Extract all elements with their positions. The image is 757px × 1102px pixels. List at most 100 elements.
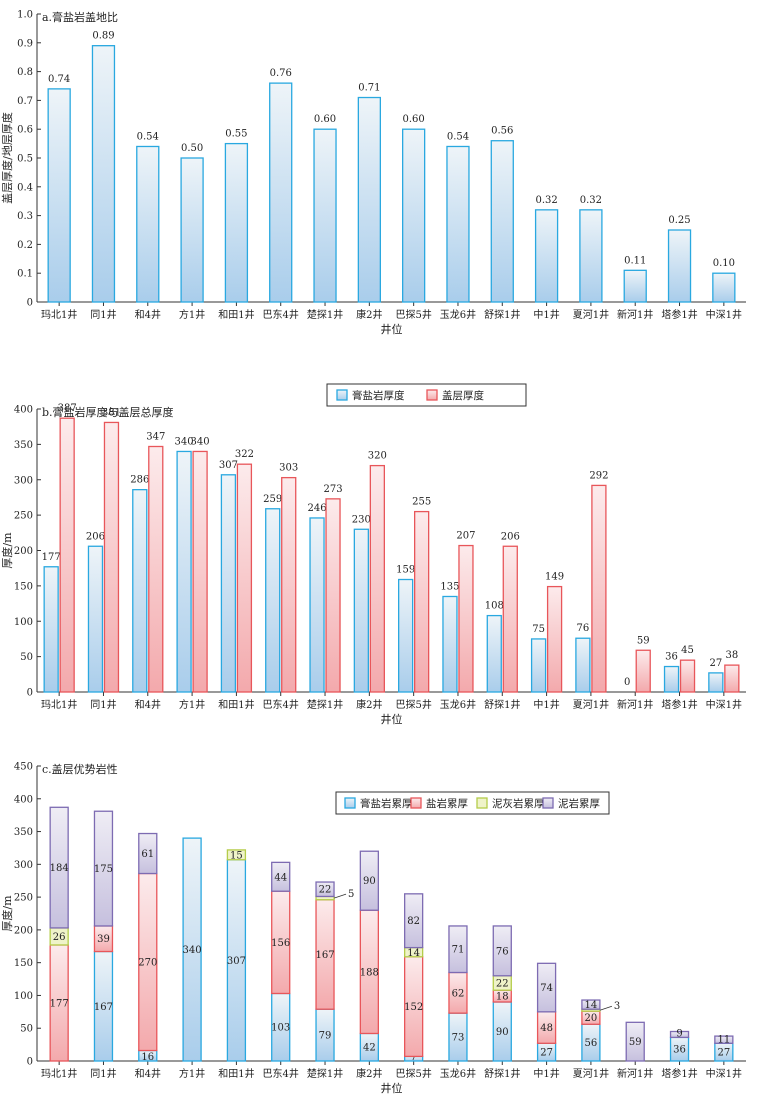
x-tick-label: 中深1井 bbox=[706, 1067, 742, 1080]
segment-label: 340 bbox=[183, 945, 202, 956]
bar bbox=[47, 88, 71, 303]
stacked-bar-segment bbox=[315, 881, 335, 898]
segment-label: 48 bbox=[540, 1023, 553, 1034]
data-label: 38 bbox=[725, 650, 738, 661]
segment-label: 27 bbox=[717, 1048, 730, 1059]
x-tick-label: 和4井 bbox=[135, 698, 161, 711]
stacked-bar-segment bbox=[581, 999, 601, 1010]
segment-label: 42 bbox=[363, 1043, 376, 1054]
x-tick-label: 方1井 bbox=[179, 698, 205, 711]
data-label: 149 bbox=[545, 572, 564, 583]
segment-label: 73 bbox=[452, 1033, 465, 1044]
segment-label: 11 bbox=[717, 1034, 730, 1045]
data-label: 347 bbox=[146, 431, 165, 442]
bar bbox=[402, 128, 426, 303]
bar bbox=[224, 142, 249, 303]
legend-swatch bbox=[542, 797, 554, 809]
bar bbox=[534, 209, 559, 303]
y-tick-label: 50 bbox=[20, 1024, 33, 1035]
x-tick-label: 中深1井 bbox=[706, 698, 742, 711]
y-tick-label: 0.1 bbox=[17, 269, 33, 280]
y-tick-label: 0.6 bbox=[17, 125, 33, 136]
bar bbox=[623, 269, 647, 303]
segment-label: 9 bbox=[676, 1028, 682, 1039]
x-tick-label: 新河1井 bbox=[617, 1067, 653, 1080]
x-tick-label: 和田1井 bbox=[218, 698, 254, 711]
y-tick-label: 0.9 bbox=[17, 38, 33, 49]
x-tick-label: 康2井 bbox=[356, 698, 382, 711]
segment-label: 82 bbox=[407, 916, 420, 927]
x-tick-label: 舒探1井 bbox=[484, 1067, 520, 1080]
segment-label: 59 bbox=[629, 1037, 642, 1048]
bar bbox=[236, 463, 253, 693]
data-label: 0.89 bbox=[92, 31, 114, 42]
x-tick-label: 玉龙6井 bbox=[440, 308, 476, 321]
x-tick-label: 中1井 bbox=[533, 308, 559, 321]
bar bbox=[667, 229, 692, 303]
x-tick-label: 夏河1井 bbox=[573, 1067, 609, 1080]
data-label: 206 bbox=[86, 531, 105, 542]
x-axis-label: 井位 bbox=[381, 322, 403, 336]
data-label: 45 bbox=[681, 645, 694, 656]
x-tick-label: 夏河1井 bbox=[573, 698, 609, 711]
bar bbox=[59, 417, 75, 693]
segment-label: 90 bbox=[496, 1027, 509, 1038]
segment-label: 270 bbox=[138, 958, 157, 969]
y-tick-label: 350 bbox=[14, 827, 33, 838]
x-tick-label: 中深1井 bbox=[706, 308, 742, 321]
data-label: 273 bbox=[323, 484, 342, 495]
x-tick-label: 楚探1井 bbox=[307, 308, 343, 321]
x-tick-label: 和4井 bbox=[135, 308, 161, 321]
legend-swatch bbox=[336, 389, 348, 401]
data-label: 159 bbox=[396, 565, 415, 576]
annotation-leader bbox=[599, 1005, 613, 1011]
y-tick-label: 450 bbox=[14, 762, 33, 773]
x-tick-label: 同1井 bbox=[90, 698, 116, 711]
y-tick-label: 300 bbox=[14, 860, 33, 871]
y-axis-label: 厚度/m bbox=[0, 895, 14, 932]
x-tick-label: 同1井 bbox=[90, 308, 116, 321]
legend-swatch bbox=[344, 797, 356, 809]
bar bbox=[708, 672, 724, 693]
bar bbox=[458, 544, 474, 693]
bar bbox=[357, 96, 381, 303]
x-tick-label: 楚探1井 bbox=[307, 1067, 343, 1080]
segment-label: 188 bbox=[360, 967, 379, 978]
annotation-label: 3 bbox=[614, 1001, 620, 1012]
x-tick-label: 巴东4井 bbox=[263, 1067, 299, 1080]
data-label: 76 bbox=[577, 623, 590, 634]
segment-label: 74 bbox=[540, 983, 553, 994]
bar bbox=[398, 578, 414, 693]
bar bbox=[43, 566, 59, 693]
x-tick-label: 玉龙6井 bbox=[440, 698, 476, 711]
x-tick-label: 塔参1井 bbox=[661, 308, 697, 321]
data-label: 0.71 bbox=[358, 83, 380, 94]
segment-label: 14 bbox=[585, 1000, 598, 1011]
bar bbox=[530, 638, 547, 693]
segment-label: 156 bbox=[271, 938, 290, 949]
bar bbox=[220, 474, 237, 693]
data-label: 0.25 bbox=[668, 215, 690, 226]
x-tick-label: 玉龙6井 bbox=[440, 1067, 476, 1080]
stacked-bar-segment bbox=[492, 925, 512, 977]
segment-label: 76 bbox=[496, 946, 509, 957]
segment-label: 26 bbox=[53, 932, 66, 943]
legend-swatch bbox=[426, 389, 438, 401]
y-tick-label: 150 bbox=[14, 581, 33, 592]
data-label: 36 bbox=[665, 652, 678, 663]
chart-c: 0 50 100 150 200 250 300 350 400 450 玛北1井 同1井 和4井 方1井… bbox=[0, 762, 746, 1095]
annotation-label: 5 bbox=[348, 889, 354, 900]
x-tick-label: 康2井 bbox=[356, 1067, 382, 1080]
bar bbox=[663, 665, 680, 693]
chart-title: c.盖层优势岩性 bbox=[42, 762, 118, 776]
segment-label: 44 bbox=[274, 872, 287, 883]
data-label: 27 bbox=[709, 658, 722, 669]
bar bbox=[269, 82, 293, 303]
x-tick-label: 夏河1井 bbox=[573, 308, 609, 321]
chart-a: 0 0.1 0.2 0.3 0.4 0.5 0.6 0.7 0.8 0.9 1.0 玛北1井 同1井 和4… bbox=[0, 10, 746, 336]
y-tick-label: 250 bbox=[14, 511, 33, 522]
data-label: 340 bbox=[175, 436, 194, 447]
x-axis-label: 井位 bbox=[381, 712, 403, 726]
data-label: 0 bbox=[624, 677, 630, 688]
segment-label: 61 bbox=[141, 849, 154, 860]
